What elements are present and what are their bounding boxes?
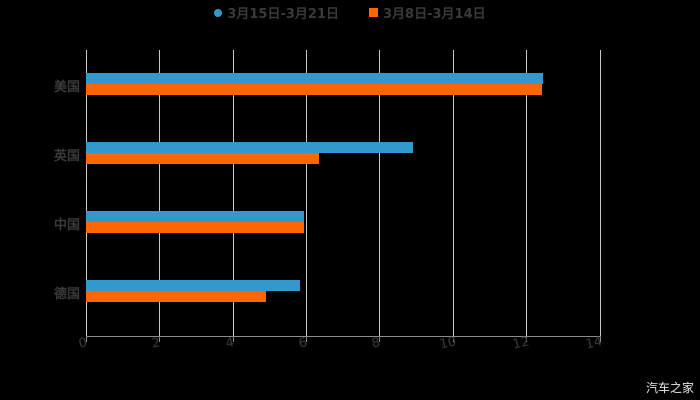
gridline — [526, 50, 527, 336]
x-tick — [453, 336, 454, 342]
bar-uk-series1[interactable] — [86, 142, 413, 153]
bar-de-series1[interactable] — [86, 280, 300, 291]
x-tick-label: 14 — [584, 334, 604, 353]
x-tick — [86, 336, 87, 342]
category-label-us: 美国 — [53, 80, 80, 95]
watermark: 汽车之家 — [645, 381, 694, 395]
gridline — [86, 50, 87, 336]
chart-legend: 3月15日-3月21日 3月8日-3月14日 — [0, 3, 700, 22]
category-label-cn: 中国 — [53, 218, 80, 233]
bar-cn-series1[interactable] — [86, 211, 304, 222]
plot-area — [86, 50, 601, 342]
gridline — [306, 50, 307, 336]
category-label-uk: 英国 — [53, 149, 80, 164]
x-tick — [306, 336, 307, 342]
gridline — [233, 50, 234, 336]
bar-de-series2[interactable] — [86, 291, 266, 302]
x-tick — [526, 336, 527, 342]
legend-item-series1[interactable]: 3月15日-3月21日 — [214, 3, 339, 22]
legend-label-series2: 3月8日-3月14日 — [383, 7, 486, 22]
legend-circle-icon — [214, 8, 223, 17]
gridline — [600, 50, 601, 336]
legend-label-series1: 3月15日-3月21日 — [227, 7, 340, 22]
x-axis-line — [86, 336, 600, 337]
category-label-de: 德国 — [53, 287, 80, 302]
x-tick — [233, 336, 234, 342]
x-tick — [600, 336, 601, 342]
bar-us-series2[interactable] — [86, 84, 542, 95]
bar-cn-series2[interactable] — [86, 222, 304, 233]
bar-uk-series2[interactable] — [86, 153, 319, 164]
x-tick-label: 10 — [438, 334, 458, 353]
gridline — [159, 50, 160, 336]
legend-square-icon — [369, 8, 379, 17]
legend-item-series2[interactable]: 3月8日-3月14日 — [369, 3, 486, 22]
x-tick-label: 12 — [511, 334, 531, 353]
bar-us-series1[interactable] — [86, 73, 543, 84]
gridline — [453, 50, 454, 336]
x-tick — [159, 336, 160, 342]
x-tick — [379, 336, 380, 342]
gridline — [379, 50, 380, 336]
